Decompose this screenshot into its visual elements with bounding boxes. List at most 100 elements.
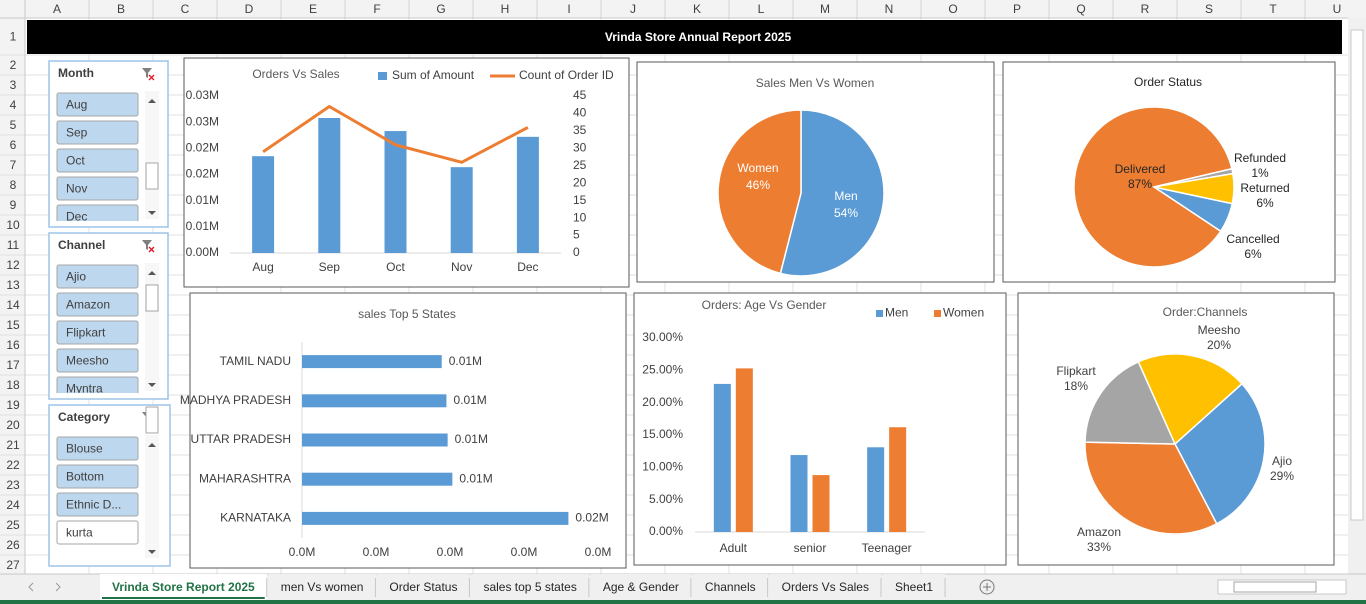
slicer-item[interactable]: [56, 92, 139, 117]
row-header: 14: [6, 298, 20, 312]
column-header: Q: [1076, 2, 1085, 16]
slicer-item[interactable]: [56, 148, 139, 173]
scroll-down-arrow[interactable]: [148, 550, 156, 554]
slicer-item[interactable]: [56, 376, 139, 400]
column-header: G: [436, 2, 445, 16]
slicer-item[interactable]: [56, 348, 139, 373]
row-header: 3: [10, 78, 17, 92]
scroll-up-arrow[interactable]: [148, 443, 156, 447]
row-header: 18: [6, 378, 20, 392]
slicer-item-label[interactable]: Sep: [66, 126, 88, 140]
column-header: E: [309, 2, 317, 16]
slicer-item-label[interactable]: Flipkart: [66, 326, 106, 340]
report-title: Vrinda Store Annual Report 2025: [605, 30, 792, 44]
clear-filter-icon[interactable]: [142, 240, 152, 250]
slice-value-label: 46%: [746, 178, 770, 192]
x-tick-label: 0.0M: [289, 545, 316, 559]
pie-slice: [1174, 382, 1266, 525]
bar: [713, 383, 731, 532]
slicer-item-label[interactable]: Dec: [66, 210, 87, 224]
slicer-item-label[interactable]: kurta: [66, 526, 93, 540]
scroll-down-arrow[interactable]: [148, 211, 156, 215]
sheet-tab-label[interactable]: Age & Gender: [603, 580, 679, 594]
column-header: O: [948, 2, 957, 16]
bar: [735, 368, 753, 532]
scroll-up-arrow[interactable]: [148, 271, 156, 275]
sheet-tab[interactable]: [100, 574, 267, 600]
row-header: 19: [6, 398, 20, 412]
slicer-item-label[interactable]: Ethnic D...: [66, 498, 121, 512]
add-sheet-button[interactable]: [979, 579, 995, 595]
slicer-item[interactable]: [56, 436, 139, 461]
vertical-scroll-thumb[interactable]: [1350, 29, 1364, 521]
column-header: L: [758, 2, 765, 16]
slicer-item-label[interactable]: Ajio: [66, 270, 86, 284]
slicer-item-label[interactable]: Bottom: [66, 470, 104, 484]
sheet-tab[interactable]: [769, 574, 881, 600]
scroll-down-arrow[interactable]: [148, 383, 156, 387]
sheet-tab[interactable]: [692, 574, 768, 600]
slice-value-label: 29%: [1270, 469, 1294, 483]
slicer-item[interactable]: [56, 492, 139, 517]
slice-category-label: Flipkart: [1056, 364, 1096, 378]
scroll-thumb[interactable]: [145, 284, 159, 312]
bar: [318, 117, 341, 253]
slicer-item-label[interactable]: Myntra: [66, 382, 103, 396]
x-tick-label: 0.0M: [437, 545, 464, 559]
slicer-title: Channel: [58, 238, 105, 252]
legend-swatch: [876, 310, 883, 317]
slicer-item[interactable]: [56, 120, 139, 145]
sheet-tab-label[interactable]: men Vs women: [281, 580, 364, 594]
bar: [867, 447, 885, 532]
legend-label: Men: [885, 306, 908, 320]
column-header: H: [501, 2, 510, 16]
slicer-item[interactable]: [56, 176, 139, 201]
scroll-up-arrow[interactable]: [148, 99, 156, 103]
slicer-item[interactable]: [56, 464, 139, 489]
clear-filter-x: [148, 246, 155, 253]
slicer-item-label[interactable]: Meesho: [66, 354, 109, 368]
slicer-item-label[interactable]: Amazon: [66, 298, 110, 312]
y-tick-label: KARNATAKA: [220, 511, 291, 525]
sheet-tab-label[interactable]: Channels: [705, 580, 756, 594]
legend-swatch: [378, 72, 387, 80]
sheet-tab[interactable]: [268, 574, 376, 600]
horizontal-scroll-thumb[interactable]: [1233, 581, 1317, 593]
slicer-item[interactable]: [56, 520, 139, 545]
add-sheet-plus: [983, 583, 992, 591]
slice-category-label: Men: [834, 189, 857, 203]
y2-tick-label: 45: [573, 88, 587, 102]
sheet-tab-label[interactable]: Sheet1: [895, 580, 933, 594]
sheet-tab-label[interactable]: sales top 5 states: [483, 580, 576, 594]
slicer-item-label[interactable]: Nov: [66, 182, 87, 196]
clear-filter-icon[interactable]: [142, 68, 152, 78]
sheet-tab[interactable]: [882, 574, 946, 600]
x-tick-label: Dec: [517, 260, 538, 274]
slicer-item-label[interactable]: Aug: [66, 98, 87, 112]
sheet-tab-label[interactable]: Vrinda Store Report 2025: [112, 580, 255, 594]
data-label: 0.01M: [449, 354, 482, 368]
sheet-tab[interactable]: [377, 574, 470, 600]
tab-nav-prev[interactable]: [28, 582, 34, 592]
slicer-item[interactable]: [56, 204, 139, 228]
sheet-tab-label[interactable]: Order Status: [389, 580, 457, 594]
slicer-item[interactable]: [56, 292, 139, 317]
scroll-thumb[interactable]: [145, 406, 159, 434]
sheet-tab[interactable]: [471, 574, 589, 600]
sheet-tab[interactable]: [590, 574, 691, 600]
slicer-item[interactable]: [56, 320, 139, 345]
row-header: 13: [6, 278, 20, 292]
y-tick-label: UTTAR PRADESH: [191, 432, 291, 446]
slicer-item[interactable]: [56, 264, 139, 289]
slicer-item-label[interactable]: Blouse: [66, 442, 103, 456]
chart-title: Sales Men Vs Women: [756, 76, 875, 90]
sheet-tab-label[interactable]: Orders Vs Sales: [782, 580, 869, 594]
scroll-thumb[interactable]: [145, 162, 159, 190]
x-tick-label: 0.0M: [585, 545, 612, 559]
tab-nav-next[interactable]: [55, 582, 61, 592]
bar: [302, 511, 569, 525]
slicer-item-label[interactable]: Oct: [66, 154, 85, 168]
bar: [889, 427, 907, 532]
slice-value-label: 6%: [1244, 247, 1262, 261]
